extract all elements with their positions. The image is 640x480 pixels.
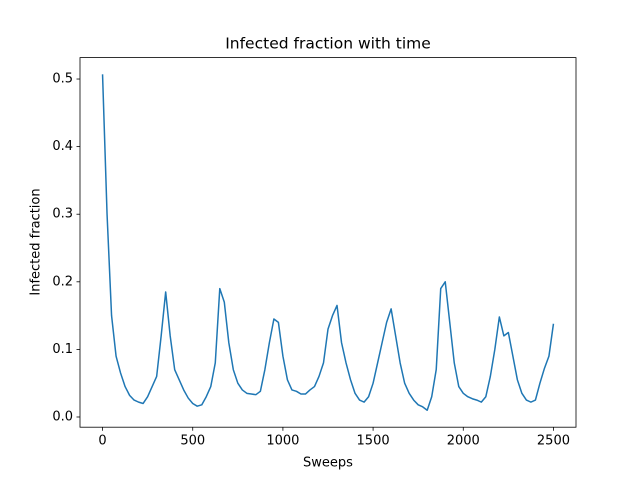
x-tick-label: 0 — [98, 434, 106, 449]
y-tick-label: 0.3 — [52, 207, 73, 222]
y-tick-label: 0.5 — [52, 72, 73, 87]
y-tick-label: 0.4 — [52, 139, 73, 154]
x-tick-label: 2500 — [537, 434, 570, 449]
y-tick-label: 0.2 — [52, 274, 73, 289]
y-tick-label: 0.0 — [52, 409, 73, 424]
x-tick-label: 2000 — [447, 434, 480, 449]
x-tick-label: 1000 — [266, 434, 299, 449]
data-line — [101, 74, 555, 411]
x-tick-label: 1500 — [357, 434, 390, 449]
chart-title: Infected fraction with time — [225, 35, 431, 53]
x-axis-label: Sweeps — [303, 456, 353, 471]
x-tick-label: 500 — [180, 434, 205, 449]
y-axis-label: Infected fraction — [29, 188, 44, 295]
plot-frame — [79, 57, 577, 428]
y-tick-label: 0.1 — [52, 342, 73, 357]
